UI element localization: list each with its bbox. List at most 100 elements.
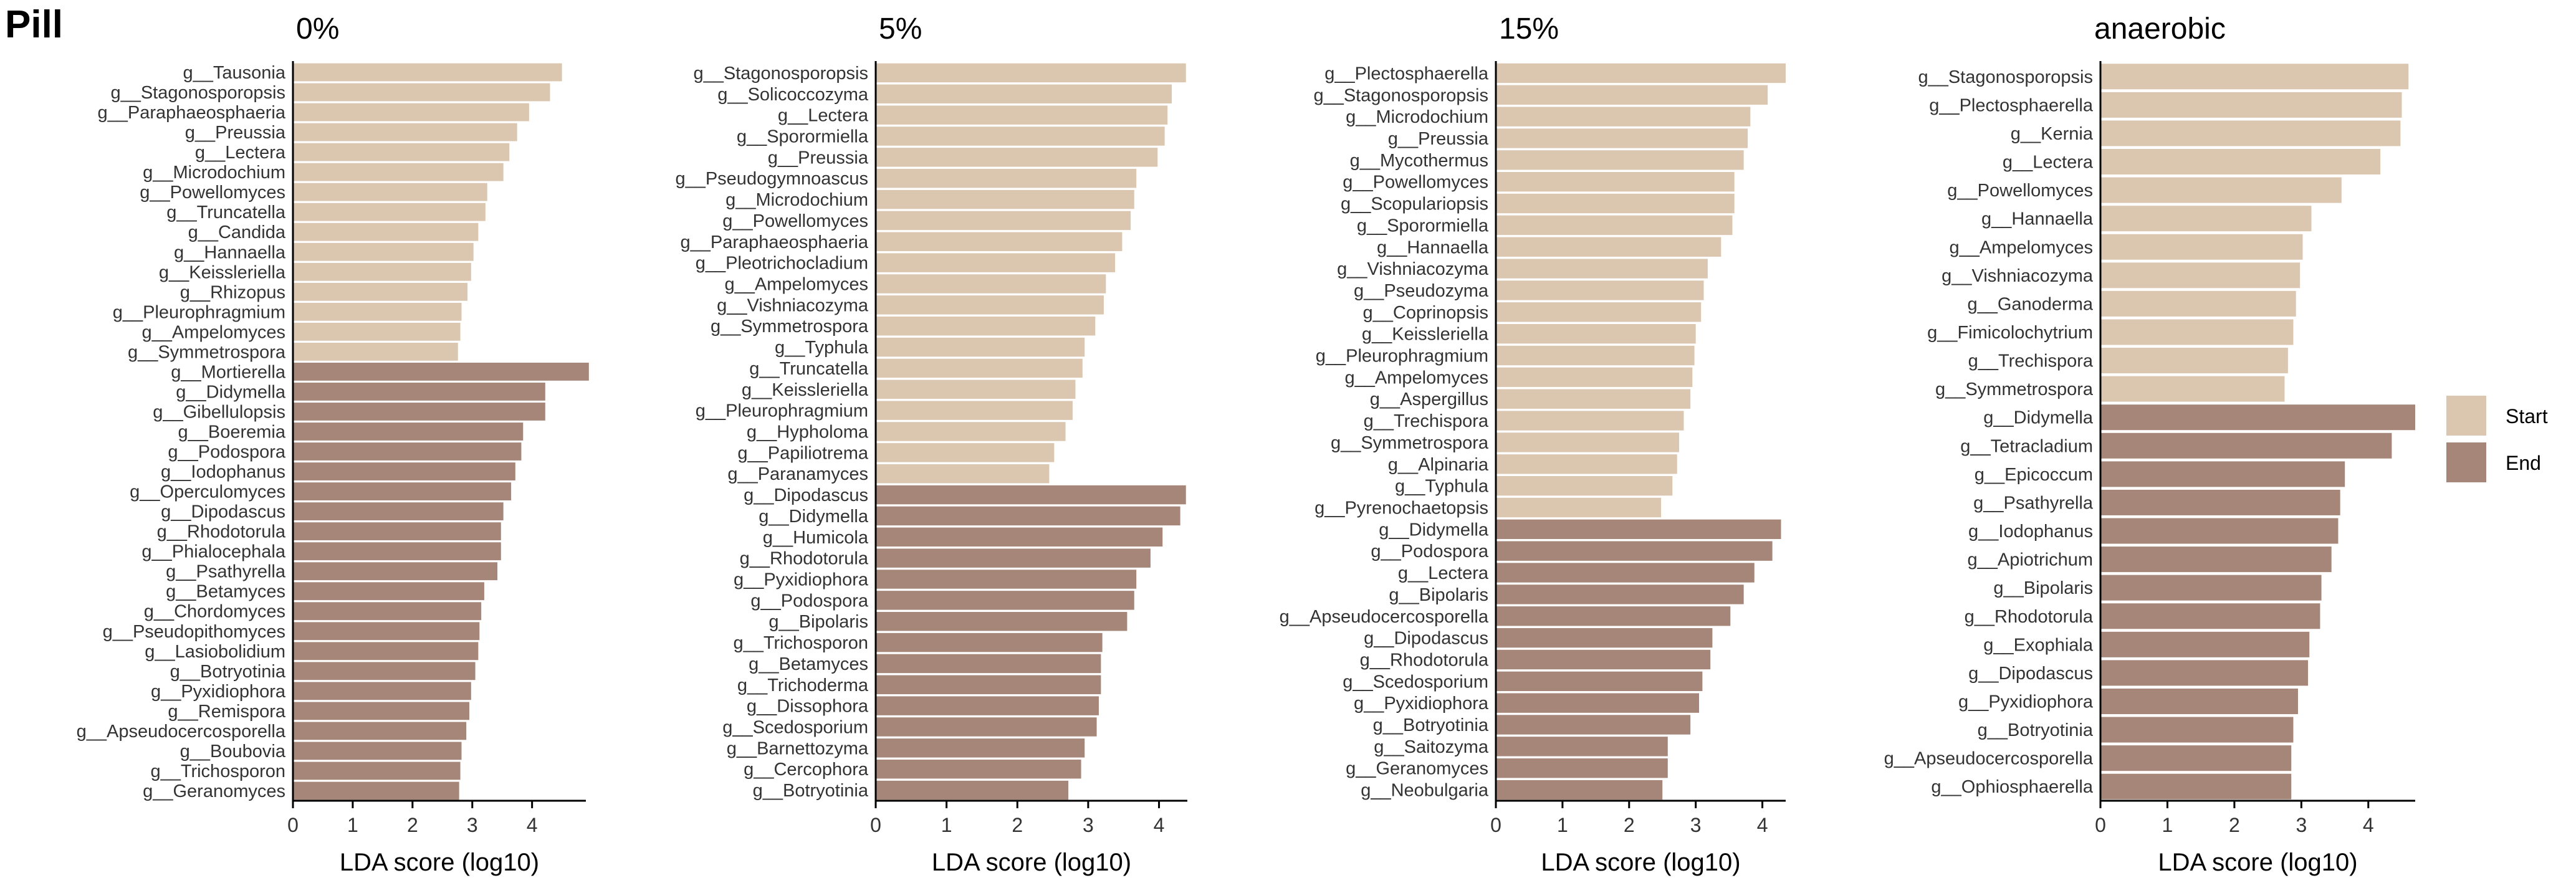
category-label: g__Apseudocercosporella bbox=[1884, 749, 2094, 769]
x-tick-label: 3 bbox=[1690, 814, 1702, 836]
bar-end bbox=[2100, 575, 2322, 601]
category-label: g__Lectera bbox=[2003, 153, 2094, 173]
category-label: g__Scedosporium bbox=[1343, 672, 1488, 692]
category-label: g__Tetracladium bbox=[1960, 436, 2093, 456]
x-tick-label: 1 bbox=[941, 814, 952, 836]
category-label: g__Epicoccum bbox=[1975, 465, 2093, 485]
bar-start bbox=[1496, 107, 1751, 126]
category-label: g__Iodophanus bbox=[161, 462, 285, 482]
bar-start bbox=[1496, 193, 1735, 214]
bar-end bbox=[293, 562, 498, 581]
x-tick-label: 3 bbox=[2296, 814, 2307, 836]
category-label: g__Plectosphaerella bbox=[1929, 95, 2094, 115]
bar-start bbox=[876, 84, 1172, 104]
bar-end bbox=[293, 403, 545, 421]
category-label: g__Psathyrella bbox=[166, 562, 286, 582]
bar-end bbox=[1496, 628, 1713, 648]
category-label: g__Stagonosporopsis bbox=[1313, 85, 1488, 105]
x-tick-label: 2 bbox=[407, 814, 418, 836]
category-label: g__Apseudocercosporella bbox=[1280, 607, 1489, 627]
category-label: g__Paranamyces bbox=[727, 464, 868, 484]
bar-end bbox=[293, 682, 471, 700]
panel-title: 5% bbox=[879, 12, 922, 45]
bar-start bbox=[876, 422, 1066, 441]
category-label: g__Pyrenochaetopsis bbox=[1314, 498, 1488, 518]
category-label: g__Podospora bbox=[750, 591, 869, 611]
bar-start bbox=[876, 211, 1131, 231]
x-tick-label: 0 bbox=[2095, 814, 2106, 836]
bar-start bbox=[1496, 411, 1684, 431]
bar-end bbox=[1496, 758, 1668, 778]
category-label: g__Apiotrichum bbox=[1968, 550, 2094, 570]
category-label: g__Hannaella bbox=[174, 242, 286, 262]
bar-start bbox=[1496, 172, 1735, 192]
category-label: g__Gibellulopsis bbox=[153, 402, 285, 422]
bar-start bbox=[2100, 290, 2296, 317]
category-label: g__Didymella bbox=[759, 507, 869, 527]
category-label: g__Mortierella bbox=[171, 362, 286, 382]
figure-title: Pill bbox=[5, 3, 63, 46]
bar-end bbox=[876, 759, 1081, 779]
legend-label-start: Start bbox=[2506, 405, 2548, 427]
category-label: g__Pleurophragmium bbox=[696, 401, 868, 421]
category-label: g__Pyxidiophora bbox=[1958, 692, 2094, 712]
category-label: g__Trichosporon bbox=[150, 761, 285, 781]
category-label: g__Mycothermus bbox=[1350, 151, 1488, 171]
bar-end bbox=[876, 654, 1101, 674]
legend-label-end: End bbox=[2506, 452, 2541, 474]
category-label: g__Vishniacozyma bbox=[1337, 259, 1489, 279]
category-label: g__Sporormiella bbox=[1357, 216, 1489, 236]
category-label: g__Trichoderma bbox=[737, 675, 869, 695]
category-label: g__Symmetrospora bbox=[128, 342, 286, 362]
category-label: g__Stagonosporopsis bbox=[110, 83, 285, 103]
bar-start bbox=[2100, 206, 2312, 232]
category-label: g__Alpinaria bbox=[1388, 455, 1489, 475]
category-label: g__Tausonia bbox=[183, 63, 286, 83]
bar-start bbox=[1496, 215, 1733, 236]
category-label: g__Botryotinia bbox=[753, 781, 869, 801]
x-tick-label: 0 bbox=[1490, 814, 1501, 836]
bar-start bbox=[876, 189, 1134, 209]
bar-end bbox=[293, 442, 522, 461]
bar-start bbox=[1496, 63, 1786, 84]
category-label: g__Ampelomyces bbox=[725, 275, 869, 295]
category-label: g__Hypholoma bbox=[747, 422, 869, 442]
bar-start bbox=[1496, 237, 1721, 257]
bar-start bbox=[2100, 376, 2285, 402]
bar-start bbox=[876, 253, 1116, 272]
x-axis-label: LDA score (log10) bbox=[1541, 849, 1740, 876]
bar-end bbox=[293, 542, 501, 561]
x-axis-label: LDA score (log10) bbox=[340, 849, 539, 876]
category-label: g__Betamyces bbox=[749, 654, 868, 674]
category-label: g__Powellomyces bbox=[140, 183, 285, 203]
bar-start bbox=[876, 337, 1085, 357]
bar-start bbox=[1496, 302, 1702, 322]
bar-start bbox=[876, 443, 1055, 462]
bar-end bbox=[2100, 717, 2294, 743]
category-label: g__Symmetrospora bbox=[1935, 379, 2094, 399]
bar-end bbox=[293, 462, 515, 480]
bar-end bbox=[1496, 563, 1755, 583]
panel-title: anaerobic bbox=[2094, 12, 2226, 45]
bar-start bbox=[293, 203, 486, 221]
category-label: g__Trichosporon bbox=[733, 633, 868, 653]
category-label: g__Psathyrella bbox=[1973, 493, 2094, 513]
legend-key-end bbox=[2446, 442, 2486, 482]
x-tick-label: 0 bbox=[870, 814, 881, 836]
category-label: g__Lectera bbox=[195, 143, 286, 163]
bar-end bbox=[876, 717, 1097, 737]
bar-end bbox=[2100, 518, 2339, 544]
bar-end bbox=[293, 502, 504, 521]
bar-end bbox=[2100, 461, 2345, 487]
bar-end bbox=[2100, 404, 2415, 431]
category-label: g__Microdochium bbox=[725, 190, 868, 210]
bar-start bbox=[876, 148, 1158, 167]
bar-start bbox=[1496, 475, 1673, 496]
category-label: g__Dissophora bbox=[747, 697, 869, 717]
category-label: g__Powellomyces bbox=[722, 211, 868, 231]
chart-panel-3: 15% g__Plectosphaerellag__Stagonosporopsi… bbox=[1280, 12, 1786, 876]
category-label: g__Preussia bbox=[768, 148, 869, 168]
x-tick-label: 1 bbox=[347, 814, 358, 836]
bar-end bbox=[293, 422, 524, 441]
x-tick-label: 2 bbox=[1624, 814, 1635, 836]
